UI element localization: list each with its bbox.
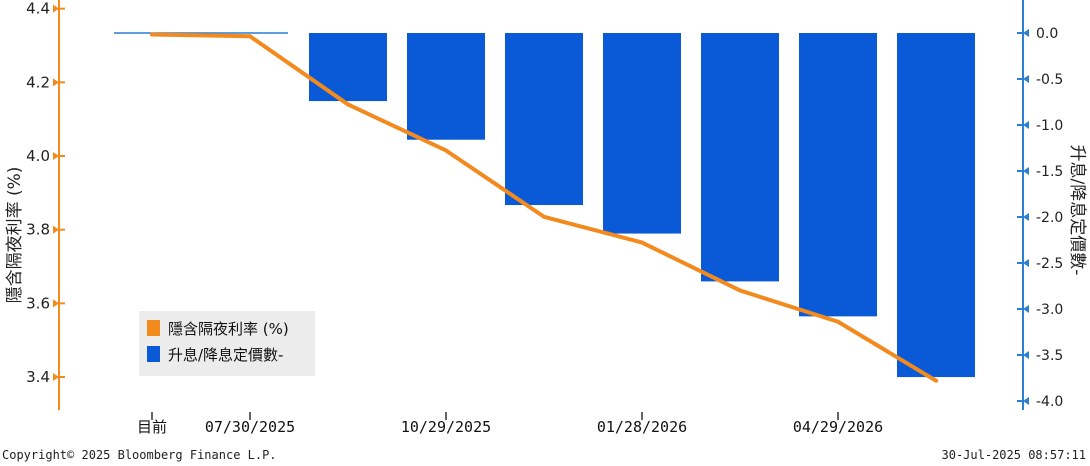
legend-swatch-rate — [147, 320, 160, 336]
rate-point-5 — [640, 240, 644, 245]
right-tick-label: -3.0 — [1036, 302, 1063, 318]
right-tick-label: -0.5 — [1036, 72, 1063, 88]
x-tick-label: 04/29/2026 — [793, 418, 883, 436]
left-tick-label: 3.4 — [26, 368, 50, 386]
right-axis: 0.0 -0.5 -1.0 -1.5 -2.0 -2.5 -3.0 -3.5 -4.0 升息/降… — [1017, 0, 1087, 410]
right-tick-arrow — [1023, 397, 1029, 405]
x-tick-label: 10/29/2025 — [401, 418, 491, 436]
left-tick-arrow — [53, 4, 59, 13]
bar-6 — [701, 33, 779, 282]
right-tick-arrow — [1023, 121, 1029, 129]
right-tick-label: -3.5 — [1036, 348, 1063, 364]
right-tick-arrow — [1023, 29, 1029, 37]
right-axis-title: 升息/降息定價數- — [1067, 145, 1087, 276]
right-tick-arrow — [1023, 75, 1029, 83]
rate-point-8 — [934, 378, 938, 383]
right-tick-label: -1.5 — [1036, 164, 1063, 180]
rate-point-6 — [738, 288, 742, 293]
legend-label-rate: 隱含隔夜利率 (%) — [168, 320, 289, 338]
left-tick-label: 3.6 — [26, 294, 50, 312]
right-tick-arrow — [1023, 167, 1029, 175]
rate-point-1 — [248, 34, 252, 39]
left-tick-arrow — [53, 78, 59, 87]
bar-series — [309, 33, 975, 378]
left-axis: 3.4 3.6 3.8 4.0 4.2 4.4 隱含隔夜利率 (%) — [5, 0, 65, 410]
left-tick-arrow — [53, 299, 59, 308]
left-tick-arrow — [53, 225, 59, 234]
right-tick-label: -4.0 — [1036, 394, 1063, 410]
left-axis-title: 隱含隔夜利率 (%) — [5, 167, 25, 304]
right-tick-arrow — [1023, 213, 1029, 221]
right-tick-label: 0.0 — [1036, 26, 1058, 42]
bar-5 — [603, 33, 681, 234]
left-tick-label: 4.2 — [26, 73, 50, 91]
copyright-text: Copyright© 2025 Bloomberg Finance L.P. — [2, 448, 277, 462]
legend-box — [139, 311, 315, 376]
rate-point-0 — [150, 32, 154, 37]
bar-3 — [407, 33, 485, 140]
right-tick-label: -1.0 — [1036, 118, 1063, 134]
right-tick-arrow — [1023, 305, 1029, 313]
timestamp-text: 30-Jul-2025 08:57:11 — [942, 448, 1087, 462]
left-tick-arrow — [53, 373, 59, 381]
right-tick-label: -2.5 — [1036, 256, 1063, 272]
rate-point-7 — [836, 319, 840, 324]
left-tick-label: 4.4 — [26, 0, 50, 18]
legend: 隱含隔夜利率 (%) 升息/降息定價數- — [139, 311, 315, 376]
legend-swatch-hikes — [147, 346, 160, 362]
bar-4 — [505, 33, 583, 206]
left-tick-arrow — [53, 152, 59, 160]
rate-point-2 — [346, 102, 350, 107]
rate-point-4 — [542, 214, 546, 219]
right-tick-arrow — [1023, 259, 1029, 267]
x-tick-label: 01/28/2026 — [597, 418, 687, 436]
rate-point-3 — [444, 148, 448, 153]
left-tick-label: 3.8 — [26, 221, 50, 239]
legend-label-hikes: 升息/降息定價數- — [168, 346, 283, 364]
right-tick-arrow — [1023, 351, 1029, 359]
left-tick-label: 4.0 — [26, 147, 50, 165]
bar-8 — [897, 33, 975, 378]
x-tick-label: 07/30/2025 — [205, 418, 295, 436]
x-axis: 目前 07/30/2025 10/29/2025 01/28/2026 04/29/20… — [137, 412, 883, 436]
bar-7 — [799, 33, 877, 317]
bar-2 — [309, 33, 387, 102]
x-tick-label: 目前 — [137, 418, 167, 436]
implied-rate-points — [150, 32, 938, 383]
right-tick-label: -2.0 — [1036, 210, 1063, 226]
